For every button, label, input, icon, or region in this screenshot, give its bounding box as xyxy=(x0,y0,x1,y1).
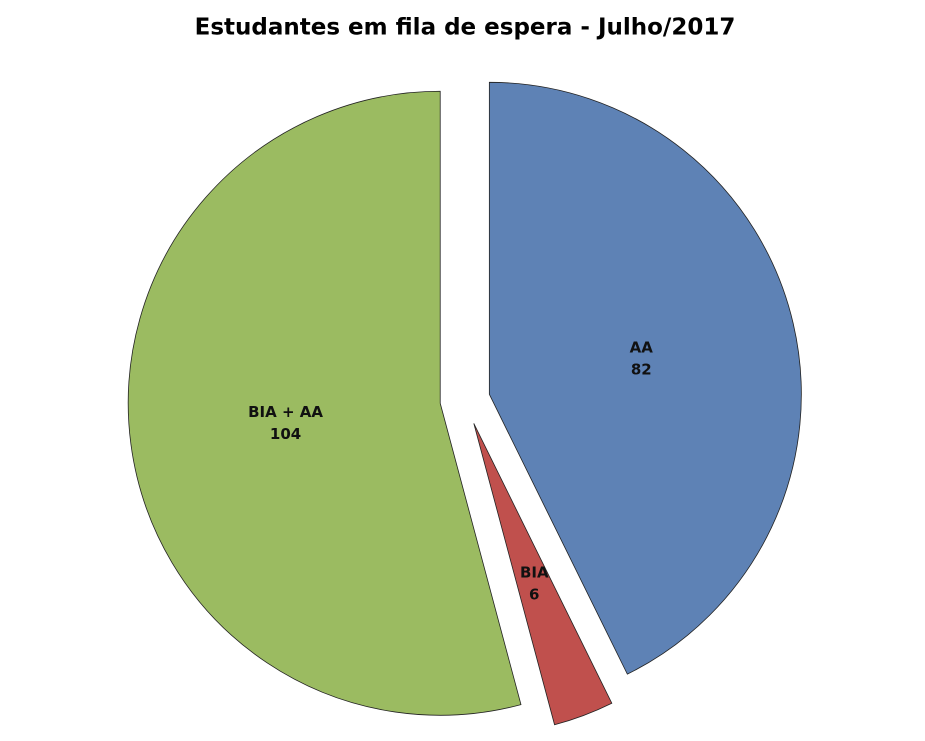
slice-label: AA xyxy=(630,338,654,356)
chart-title: Estudantes em fila de espera - Julho/201… xyxy=(195,15,736,41)
pie-slice xyxy=(127,90,522,716)
pie-slice xyxy=(473,423,613,726)
slice-value: 82 xyxy=(631,360,652,378)
slice-value: 104 xyxy=(270,425,301,443)
slice-value: 6 xyxy=(529,585,539,603)
pie-slice xyxy=(488,81,802,675)
slice-label: BIA xyxy=(520,563,549,581)
slice-label: BIA + AA xyxy=(248,403,323,421)
